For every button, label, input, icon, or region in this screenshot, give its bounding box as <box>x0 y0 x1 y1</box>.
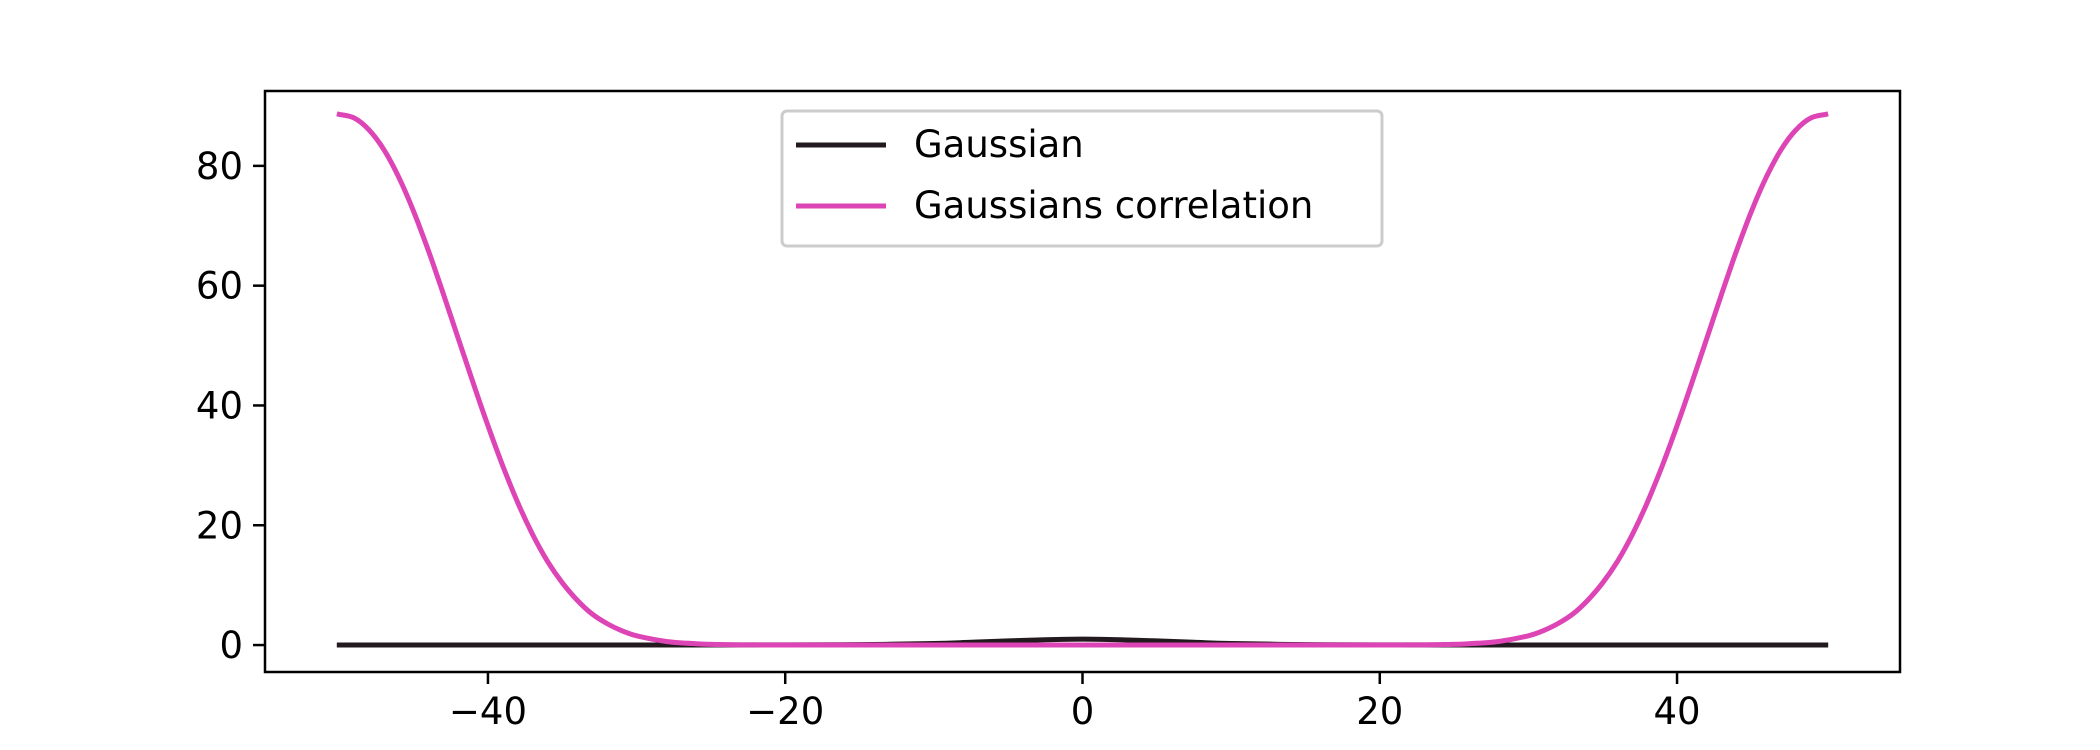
x-axis: −40 −20 0 20 40 <box>449 672 1701 733</box>
x-tick-label: 0 <box>1071 690 1095 733</box>
y-tick-label: 0 <box>219 624 243 667</box>
x-tick-label: 20 <box>1356 690 1403 733</box>
x-tick-label: 40 <box>1653 690 1700 733</box>
y-tick-label: 80 <box>196 145 243 188</box>
x-tick-label: −40 <box>449 690 527 733</box>
legend: Gaussian Gaussians correlation <box>780 109 1384 248</box>
series-line-gaussians-correlation <box>336 111 1829 648</box>
legend-label-gaussian: Gaussian <box>914 123 1084 166</box>
x-tick-label: −20 <box>746 690 824 733</box>
y-tick-label: 40 <box>196 384 243 427</box>
y-axis: 0 20 40 60 80 <box>196 145 265 667</box>
y-tick-label: 60 <box>196 265 243 308</box>
y-tick-label: 20 <box>196 504 243 547</box>
legend-box <box>780 109 1384 248</box>
series-layer <box>336 111 1829 648</box>
legend-label-gaussians-correlation: Gaussians correlation <box>914 184 1313 227</box>
